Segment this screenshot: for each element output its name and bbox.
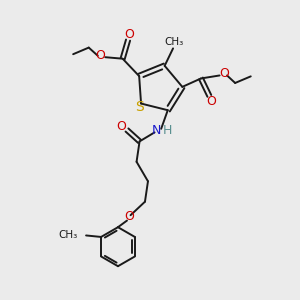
Text: O: O — [95, 49, 105, 62]
Text: O: O — [220, 68, 230, 80]
Text: N: N — [152, 124, 161, 137]
Text: O: O — [125, 210, 135, 223]
Text: CH₃: CH₃ — [58, 230, 78, 239]
Text: H: H — [163, 124, 172, 137]
Text: O: O — [117, 120, 127, 133]
Text: CH₃: CH₃ — [164, 37, 183, 47]
Text: O: O — [124, 28, 134, 41]
Text: S: S — [135, 100, 144, 113]
Text: O: O — [206, 95, 216, 108]
